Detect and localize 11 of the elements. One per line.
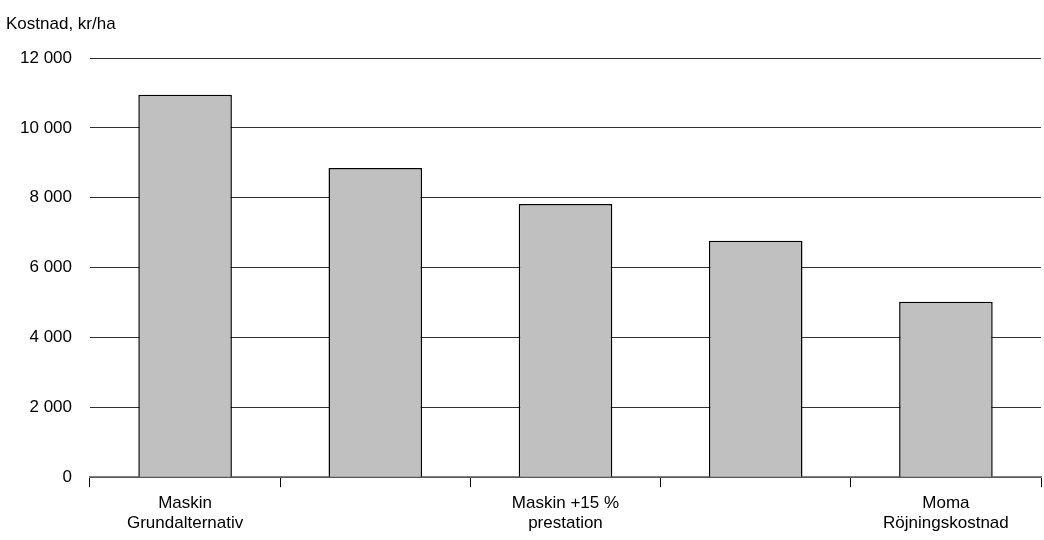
y-tick-label: 8 000 (29, 187, 72, 207)
y-tick-label: 10 000 (20, 117, 72, 137)
x-tick-label: Maskin Grundalternativ (126, 493, 244, 533)
y-tick-label: 12 000 (20, 47, 72, 67)
y-tick-label: 2 000 (29, 397, 72, 417)
y-axis-title: Kostnad, kr/ha (6, 14, 116, 34)
x-tick-label: Maskin +15 % prestation (511, 493, 620, 533)
y-tick-label: 0 (62, 466, 72, 486)
x-tick-label: Moma Röjningskostnad (883, 493, 1009, 533)
y-tick-label: 4 000 (29, 327, 72, 347)
y-tick-label: 6 000 (29, 257, 72, 277)
